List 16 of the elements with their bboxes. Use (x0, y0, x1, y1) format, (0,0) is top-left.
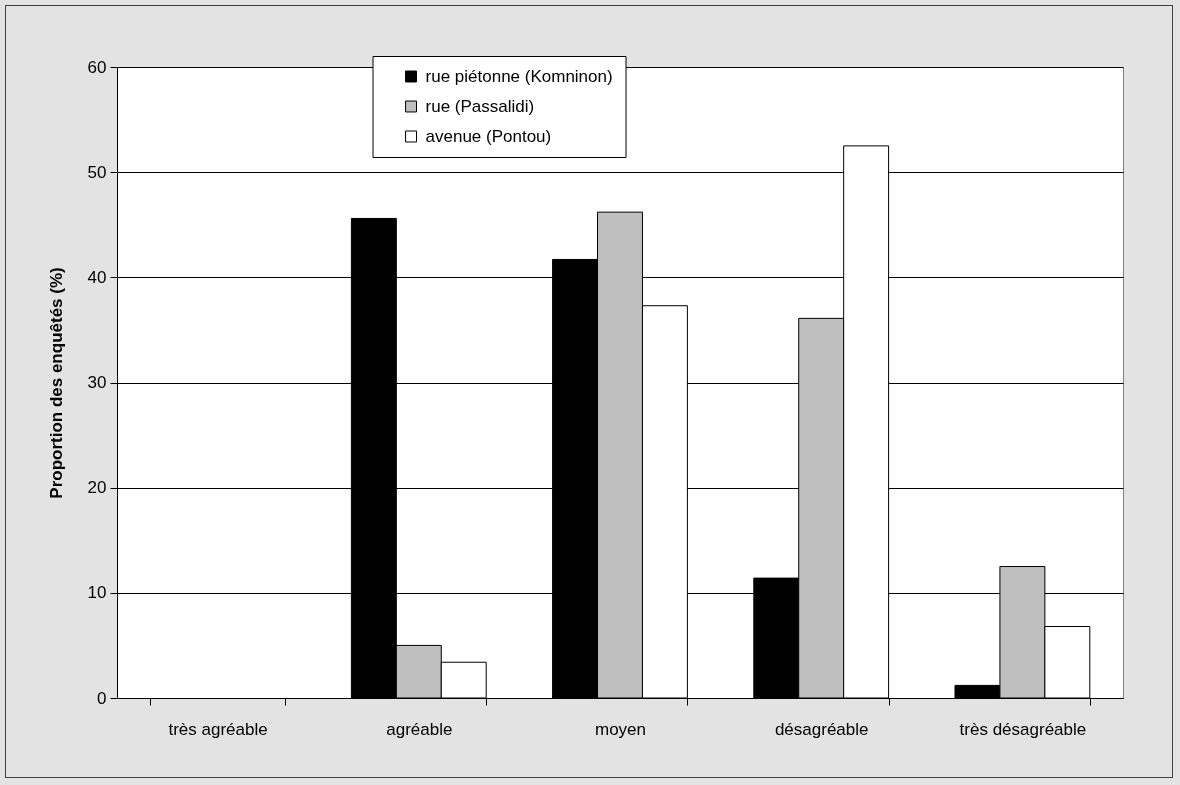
legend-label: avenue (Pontou) (425, 126, 552, 146)
y-tick-label: 0 (97, 688, 107, 708)
y-tick-label: 60 (87, 57, 107, 77)
x-tick-label: agréable (386, 719, 453, 739)
x-tick-label: moyen (594, 719, 647, 739)
x-tick-label: très agréable (168, 719, 268, 739)
x-tick-label: désagréable (774, 719, 869, 739)
y-tick-label: 20 (87, 478, 107, 498)
legend-label: rue piétonne (Komninon) (425, 66, 613, 86)
y-tick-label: 50 (87, 162, 107, 182)
y-axis-title: Proportion des enquêtés (%) (46, 267, 66, 499)
y-tick-label: 40 (87, 267, 107, 287)
x-tick-label: très désagréable (959, 719, 1087, 739)
y-tick-label: 30 (87, 373, 107, 392)
legend-label: rue (Passalidi) (425, 96, 535, 116)
y-tick-label: 10 (87, 583, 107, 603)
